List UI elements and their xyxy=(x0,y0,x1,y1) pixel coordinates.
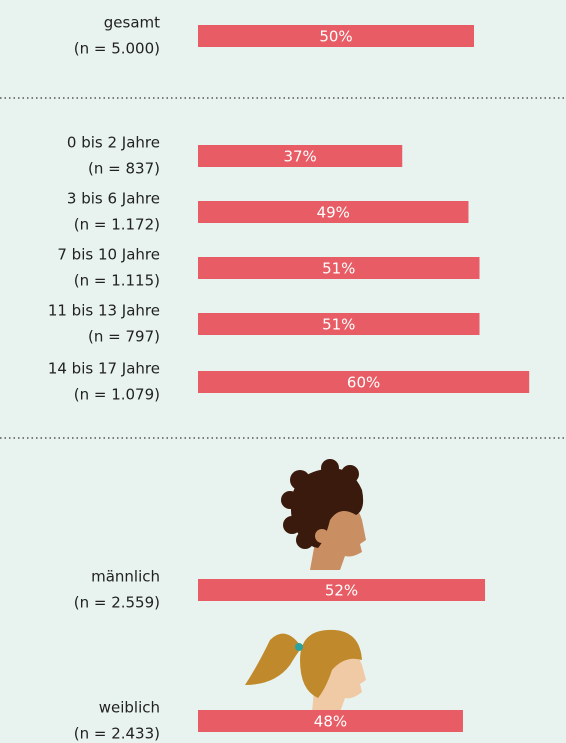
category-label: 0 bis 2 Jahre xyxy=(67,134,160,152)
value-label: 52% xyxy=(325,582,358,600)
value-label: 60% xyxy=(347,374,380,392)
category-label: gesamt xyxy=(104,14,160,32)
bar xyxy=(198,25,474,47)
female-head-icon xyxy=(245,629,366,712)
sample-label: (n = 2.559) xyxy=(74,594,160,612)
value-label: 37% xyxy=(283,148,316,166)
bar xyxy=(198,313,480,335)
sample-label: (n = 1.079) xyxy=(74,386,160,404)
bar xyxy=(198,710,463,732)
sample-label: (n = 2.433) xyxy=(74,725,160,743)
bar xyxy=(198,145,403,167)
category-label: 3 bis 6 Jahre xyxy=(67,190,160,208)
value-label: 48% xyxy=(314,713,347,731)
value-label: 51% xyxy=(322,316,355,334)
bar xyxy=(198,201,469,223)
category-label: 14 bis 17 Jahre xyxy=(48,360,160,378)
sample-label: (n = 1.115) xyxy=(74,272,160,290)
bar xyxy=(198,579,486,601)
category-label: 7 bis 10 Jahre xyxy=(57,246,160,264)
sample-label: (n = 5.000) xyxy=(74,40,160,58)
sample-label: (n = 837) xyxy=(88,160,160,178)
bar xyxy=(198,371,530,393)
category-label: weiblich xyxy=(99,699,160,717)
value-label: 51% xyxy=(322,260,355,278)
value-label: 49% xyxy=(317,204,350,222)
bar xyxy=(198,257,480,279)
sample-label: (n = 1.172) xyxy=(74,216,160,234)
value-label: 50% xyxy=(319,28,352,46)
male-head-icon xyxy=(281,459,366,570)
category-label: männlich xyxy=(91,568,160,586)
category-label: 11 bis 13 Jahre xyxy=(48,302,160,320)
sample-label: (n = 797) xyxy=(88,328,160,346)
